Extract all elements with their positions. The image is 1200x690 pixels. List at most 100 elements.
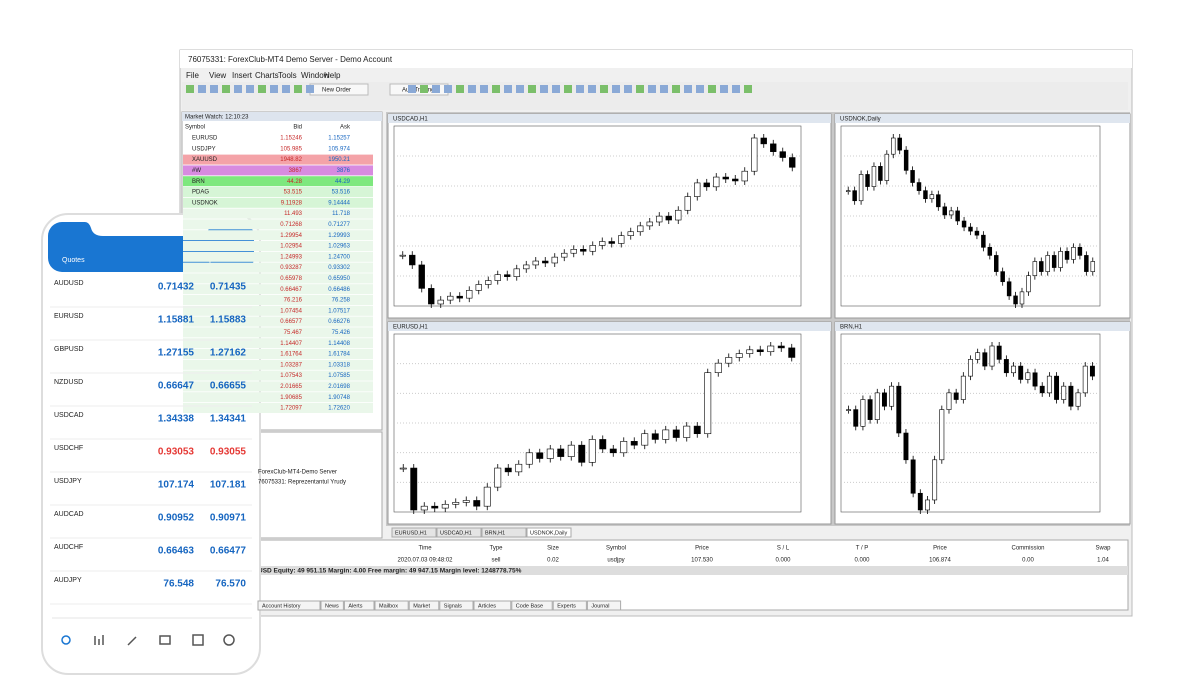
chart-tab-label[interactable]: USDCAD,H1 <box>440 530 472 536</box>
toolbar-icon[interactable] <box>210 85 218 93</box>
mw-row[interactable] <box>183 370 373 381</box>
quote-ask[interactable]: 0.71435 <box>210 282 247 293</box>
toolbar-icon[interactable] <box>492 85 500 93</box>
toolbar-icon[interactable] <box>672 85 680 93</box>
toolbar-icon[interactable] <box>744 85 752 93</box>
quote-ask[interactable]: 76.570 <box>215 579 246 590</box>
chart-tab-label[interactable]: EURUSD,H1 <box>395 530 427 536</box>
quote-ask[interactable]: 0.93055 <box>210 447 247 458</box>
toolbar-icon[interactable] <box>294 85 302 93</box>
quote-ask[interactable]: 0.90971 <box>210 513 247 524</box>
nav-news[interactable] <box>192 634 204 646</box>
toolbar-icon[interactable] <box>648 85 656 93</box>
quote-symbol[interactable]: GBPUSD <box>54 346 84 353</box>
terminal-tab-label[interactable]: Market <box>413 603 430 609</box>
toolbar-icon[interactable] <box>468 85 476 93</box>
toolbar-icon[interactable] <box>540 85 548 93</box>
toolbar-icon[interactable] <box>408 85 416 93</box>
mw-row[interactable] <box>183 154 373 165</box>
quote-ask[interactable]: 107.181 <box>210 480 247 491</box>
terminal-tab-label[interactable]: Mailbox <box>379 603 398 609</box>
quote-ask[interactable]: 0.66655 <box>210 381 247 392</box>
toolbar-icon[interactable] <box>186 85 194 93</box>
nav-chart[interactable] <box>94 635 104 645</box>
terminal-tab[interactable] <box>320 600 344 611</box>
toolbar-label[interactable]: AutoTrading <box>402 88 434 94</box>
terminal-tab-label[interactable]: Account History <box>262 603 301 609</box>
toolbar-icon[interactable] <box>528 85 536 93</box>
mw-row[interactable] <box>183 295 373 305</box>
mw-row[interactable] <box>183 349 373 359</box>
toolbar-icon[interactable] <box>732 85 740 93</box>
toolbar-icon[interactable] <box>480 85 488 93</box>
quote-symbol[interactable]: USDCAD <box>54 412 84 419</box>
toolbar-icon[interactable] <box>660 85 668 93</box>
toolbar-icon[interactable] <box>720 85 728 93</box>
mw-row[interactable] <box>183 392 373 403</box>
mw-row[interactable] <box>183 241 373 251</box>
terminal-tab-label[interactable]: Journal <box>591 603 609 609</box>
mw-row[interactable] <box>183 262 373 273</box>
quote-bid[interactable]: 0.71432 <box>158 282 195 293</box>
quote-bid[interactable]: 1.15881 <box>158 315 195 326</box>
quote-ask[interactable]: 1.15883 <box>210 315 247 326</box>
menu-item[interactable]: Window <box>301 71 330 80</box>
terminal-tab[interactable] <box>586 600 622 611</box>
toolbar-icon[interactable] <box>198 85 206 93</box>
quote-bid[interactable]: 1.34338 <box>158 414 195 425</box>
terminal-tab-label[interactable]: Alerts <box>348 603 362 609</box>
mw-row[interactable] <box>183 284 373 295</box>
chart-tab[interactable] <box>526 527 572 538</box>
toolbar-icon[interactable] <box>222 85 230 93</box>
menu-item[interactable]: Help <box>324 71 341 80</box>
mw-row[interactable] <box>183 273 373 284</box>
toolbar-icon[interactable] <box>684 85 692 93</box>
quote-symbol[interactable]: AUDCAD <box>54 511 84 518</box>
menu-item[interactable]: View <box>209 71 226 80</box>
chart-tab-label[interactable]: BRN,H1 <box>485 530 505 536</box>
toolbar-icon[interactable] <box>420 85 428 93</box>
toolbar-icon[interactable] <box>432 85 440 93</box>
mw-row[interactable] <box>183 133 373 143</box>
quote-symbol[interactable]: AUDCHF <box>54 544 83 551</box>
chart-tab[interactable] <box>391 527 437 538</box>
toolbar-icon[interactable] <box>282 85 290 93</box>
chart-tab[interactable] <box>481 527 527 538</box>
mw-row[interactable] <box>183 327 373 338</box>
mw-row[interactable] <box>183 359 373 370</box>
toolbar-icon[interactable] <box>624 85 632 93</box>
toolbar-icon[interactable] <box>456 85 464 93</box>
terminal-tab[interactable] <box>552 600 587 611</box>
nav-trade[interactable] <box>127 636 137 646</box>
menu-item[interactable]: File <box>186 71 199 80</box>
mw-row[interactable] <box>183 165 373 176</box>
quote-bid[interactable]: 0.90952 <box>158 513 195 524</box>
mw-row[interactable] <box>183 305 373 316</box>
menu-item[interactable]: Insert <box>232 71 253 80</box>
toolbar-icon[interactable] <box>270 85 278 93</box>
toolbar-label[interactable]: New Order <box>322 88 351 94</box>
terminal-tab-label[interactable]: Signals <box>444 603 462 609</box>
menu-item[interactable]: Charts <box>255 71 279 80</box>
quote-symbol[interactable]: EURUSD <box>54 313 84 320</box>
toolbar-icon[interactable] <box>552 85 560 93</box>
terminal-tab[interactable] <box>439 600 474 611</box>
menu-item[interactable]: Tools <box>278 71 297 80</box>
quote-bid[interactable]: 0.93053 <box>158 447 195 458</box>
toolbar-icon[interactable] <box>612 85 620 93</box>
terminal-tab-label[interactable]: Articles <box>478 603 496 609</box>
mw-row[interactable] <box>183 208 373 219</box>
nav-chat[interactable] <box>223 634 235 646</box>
quote-bid[interactable]: 1.27155 <box>158 348 195 359</box>
mw-row[interactable] <box>183 338 373 349</box>
toolbar-icon[interactable] <box>504 85 512 93</box>
toolbar-icon[interactable] <box>246 85 254 93</box>
mw-row[interactable] <box>183 219 373 230</box>
toolbar-icon[interactable] <box>516 85 524 93</box>
mw-row[interactable] <box>183 381 373 392</box>
terminal-tab[interactable] <box>473 600 512 611</box>
mw-row[interactable] <box>183 176 373 187</box>
toolbar-icon[interactable] <box>636 85 644 93</box>
quote-symbol[interactable]: NZDUSD <box>54 379 83 386</box>
quote-ask[interactable]: 0.66477 <box>210 546 247 557</box>
